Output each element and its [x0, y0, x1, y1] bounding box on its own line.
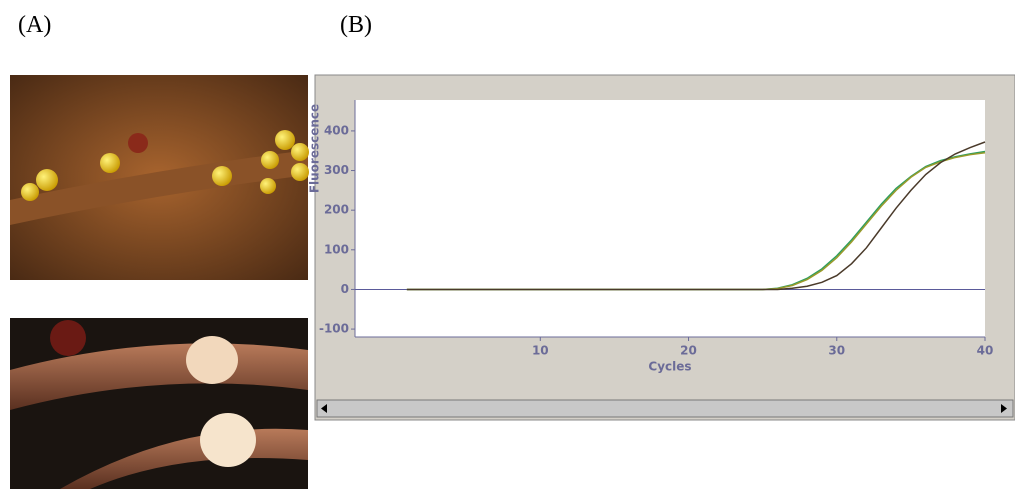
plot-area	[355, 100, 985, 337]
y-axis-label: Fluorescence	[308, 104, 322, 193]
scrollbar[interactable]	[317, 400, 1013, 417]
y-tick-label: 100	[324, 242, 349, 256]
x-tick-label: 10	[532, 344, 549, 358]
page: {"panel_labels": ["(A)", "(B)"], "chart_…	[0, 0, 1015, 489]
y-tick-label: 200	[324, 203, 349, 217]
y-tick-label: 300	[324, 163, 349, 177]
x-tick-label: 40	[977, 344, 994, 358]
x-axis-label: Cycles	[648, 360, 691, 374]
y-tick-label: -100	[319, 322, 349, 336]
y-tick-label: 0	[341, 282, 349, 296]
x-tick-label: 20	[680, 344, 697, 358]
x-tick-label: 30	[828, 344, 845, 358]
photo-top	[10, 75, 309, 280]
figure: -100 0 100 200 300 400 10 20 30 40 Cycles Fluoresce…	[0, 0, 1015, 489]
photo-bottom	[10, 318, 308, 489]
y-tick-label: 400	[324, 123, 349, 137]
